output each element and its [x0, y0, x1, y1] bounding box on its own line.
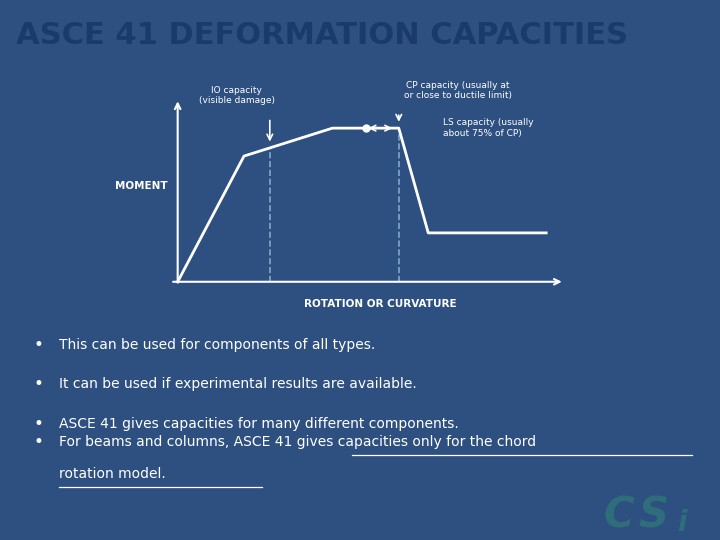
- Text: C: C: [604, 495, 634, 537]
- Text: LS capacity (usually
about 75% of CP): LS capacity (usually about 75% of CP): [443, 118, 534, 138]
- Text: ROTATION OR CURVATURE: ROTATION OR CURVATURE: [304, 300, 456, 309]
- Text: •: •: [34, 375, 43, 394]
- Text: MOMENT: MOMENT: [114, 181, 167, 191]
- Text: rotation model.: rotation model.: [59, 467, 166, 481]
- Text: This can be used for components of all types.: This can be used for components of all t…: [59, 338, 375, 352]
- Text: •: •: [34, 433, 43, 450]
- Text: For beams and columns, ASCE 41 gives capacities only for the chord: For beams and columns, ASCE 41 gives cap…: [59, 435, 536, 449]
- Text: IO capacity
(visible damage): IO capacity (visible damage): [199, 86, 274, 105]
- Text: It can be used if experimental results are available.: It can be used if experimental results a…: [59, 377, 417, 392]
- Text: ASCE 41 DEFORMATION CAPACITIES: ASCE 41 DEFORMATION CAPACITIES: [16, 21, 628, 50]
- Text: Nonlinear Analysis & Performance Based Design: Nonlinear Analysis & Performance Based D…: [192, 507, 528, 520]
- Text: CP capacity (usually at
or close to ductile limit): CP capacity (usually at or close to duct…: [404, 81, 512, 100]
- Text: •: •: [34, 415, 43, 433]
- Text: •: •: [34, 336, 43, 354]
- Text: S: S: [639, 495, 669, 537]
- Text: ASCE 41 gives capacities for many different components.: ASCE 41 gives capacities for many differ…: [59, 417, 459, 431]
- Text: i: i: [677, 509, 687, 537]
